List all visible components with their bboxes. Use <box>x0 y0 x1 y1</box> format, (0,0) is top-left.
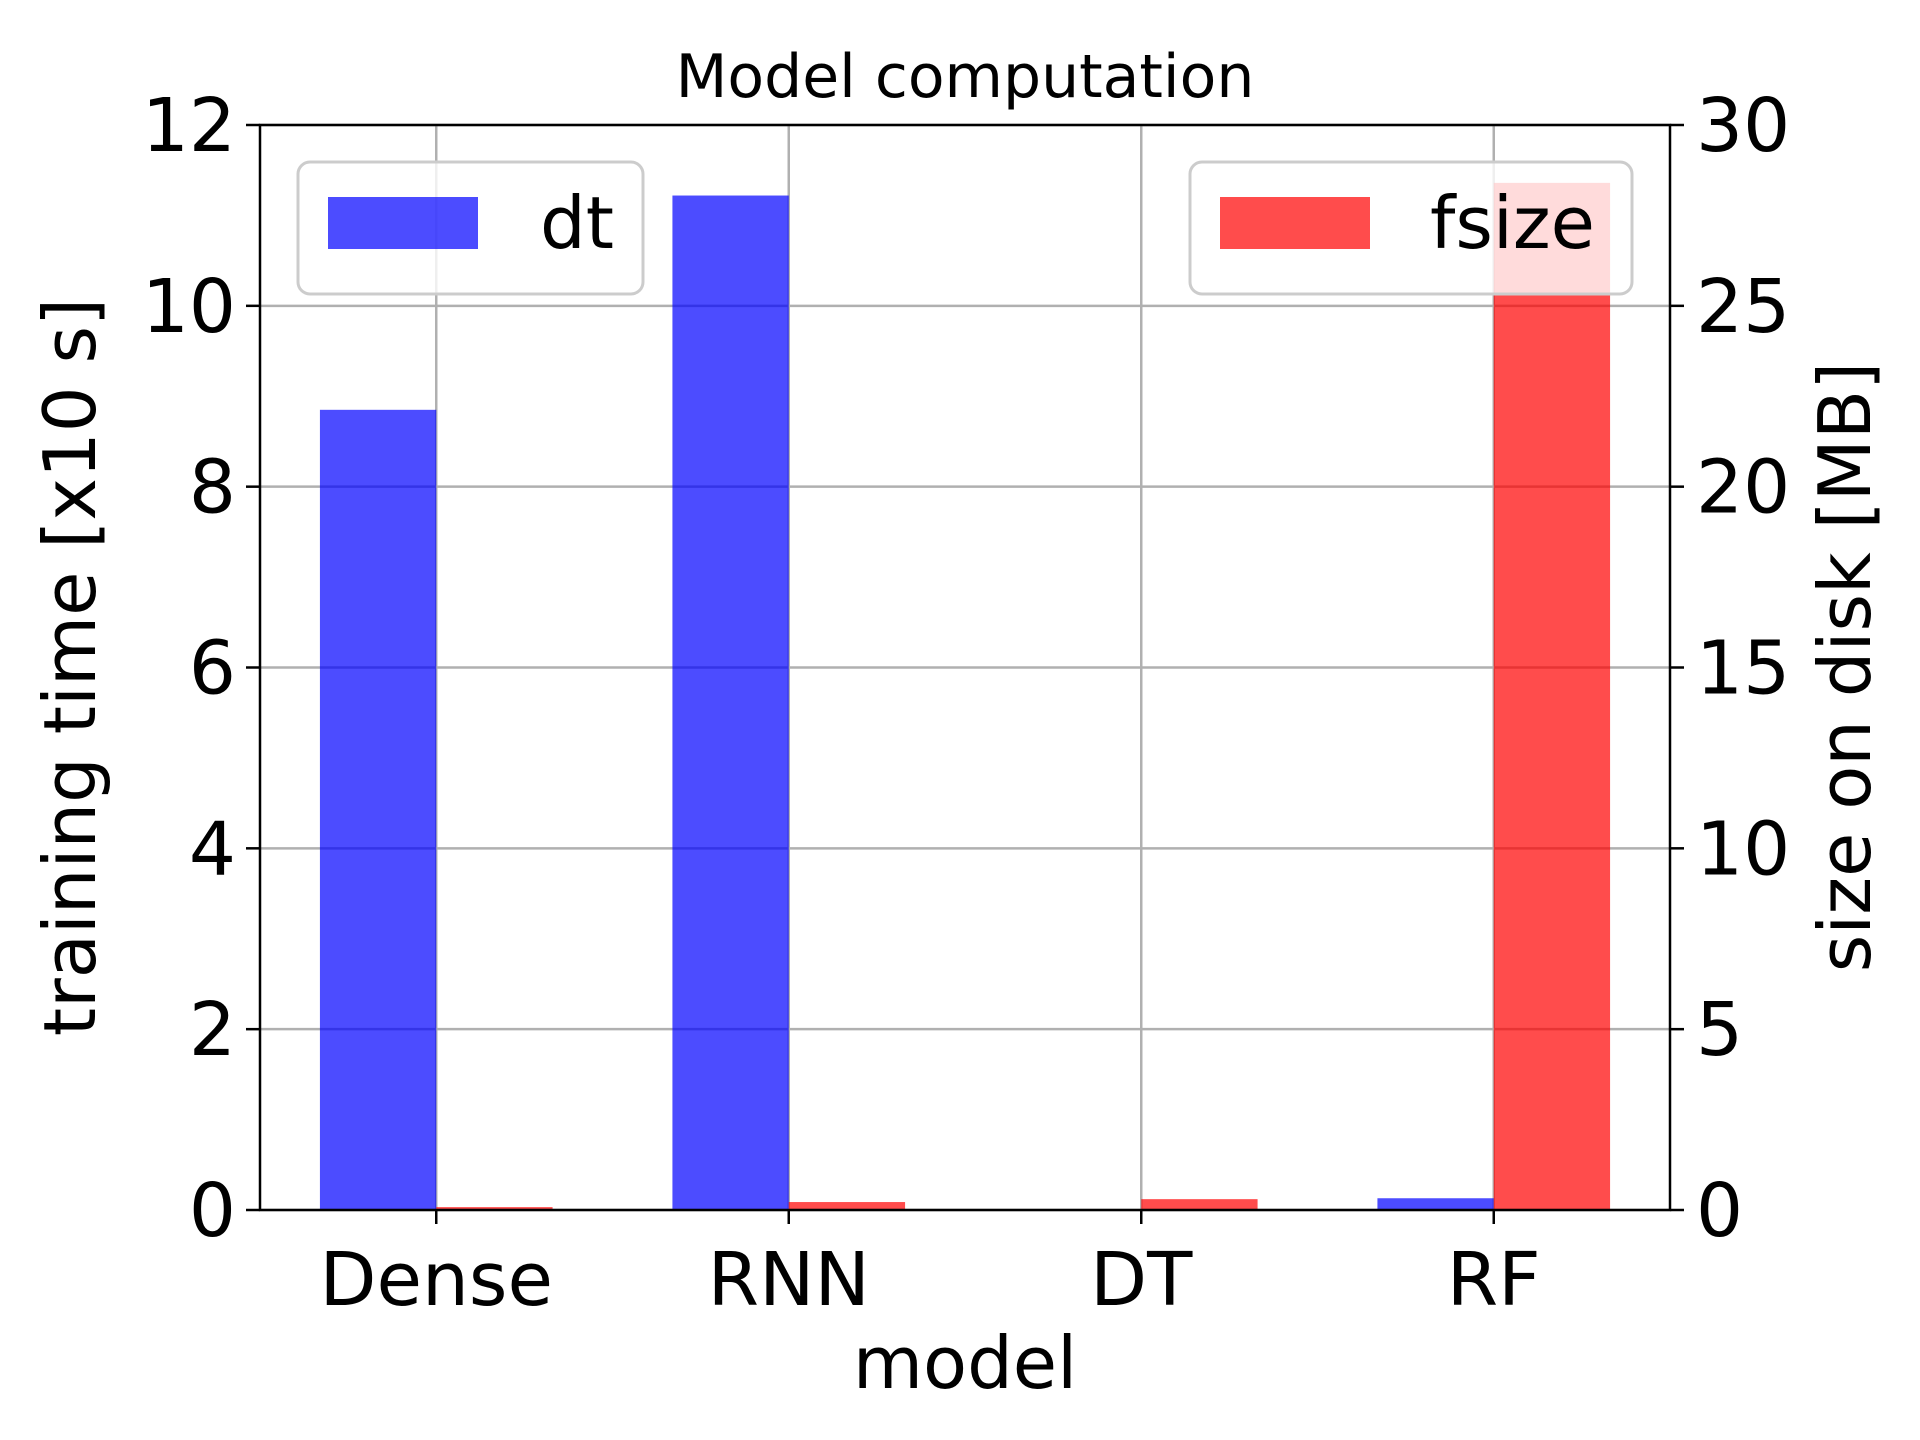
y-left-tick-label: 2 <box>189 987 236 1073</box>
ticks: 0 2 4 6 8 10 12 0 5 10 15 20 25 30 Dense RNN DT RF <box>142 83 1790 1323</box>
bars <box>319 182 1611 1210</box>
y-left-tick-label: 8 <box>189 445 236 531</box>
legend-dt-label: dt <box>540 181 614 265</box>
y-right-tick-label: 20 <box>1696 445 1790 531</box>
legend-dt: dt <box>296 160 645 296</box>
y-right-axis-label: size on disk [MB] <box>1803 362 1887 973</box>
x-axis-label: model <box>853 1321 1077 1405</box>
bar-fsize-rf <box>1493 182 1611 1210</box>
bar-dt-rnn <box>672 195 789 1210</box>
legend-fsize-frame <box>1188 160 1634 296</box>
legend-fsize-swatch <box>1220 197 1370 249</box>
x-tick-label-dt: DT <box>1090 1237 1193 1323</box>
y-right-tick-label: 5 <box>1696 987 1743 1073</box>
chart-title: Model computation <box>676 42 1255 112</box>
bar-dt-rf <box>1377 1198 1494 1210</box>
legend-fsize-label: fsize <box>1430 181 1595 265</box>
y-left-tick-label: 0 <box>189 1168 236 1254</box>
y-left-tick-label: 4 <box>189 806 236 892</box>
y-left-tick-label: 6 <box>189 626 236 712</box>
x-tick-label-rf: RF <box>1447 1237 1541 1323</box>
legend-fsize: fsize <box>1188 160 1634 296</box>
y-right-tick-label: 10 <box>1696 806 1790 892</box>
y-left-axis-label: training time [x10 s] <box>28 298 112 1036</box>
y-right-tick-label: 30 <box>1696 83 1790 169</box>
y-right-tick-label: 15 <box>1696 626 1790 712</box>
y-right-tick-label: 0 <box>1696 1168 1743 1254</box>
bar-dt-dense <box>319 409 437 1210</box>
x-tick-label-dense: Dense <box>320 1237 554 1323</box>
y-right-tick-label: 25 <box>1696 264 1790 350</box>
x-tick-label-rnn: RNN <box>708 1237 870 1323</box>
bar-fsize-dense <box>436 1207 553 1210</box>
bar-fsize-dt <box>1141 1199 1258 1210</box>
y-left-tick-label: 10 <box>142 264 236 350</box>
y-left-tick-label: 12 <box>142 83 236 169</box>
bar-fsize-rnn <box>788 1202 906 1210</box>
legend-dt-swatch <box>328 197 478 249</box>
